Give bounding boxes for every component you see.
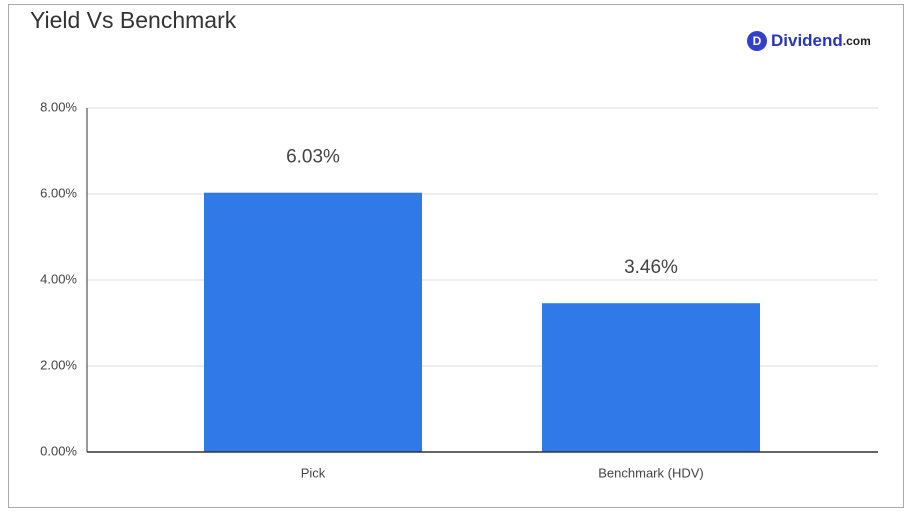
logo: D Dividend.com (747, 31, 871, 51)
value-label: 3.46% (624, 257, 678, 278)
logo-name: Dividend.com (771, 31, 871, 50)
logo-circle (747, 31, 767, 51)
bar (542, 303, 760, 452)
x-tick-label: Pick (301, 465, 326, 480)
y-tick-label: 2.00% (40, 357, 77, 372)
bar (204, 192, 422, 452)
logo-icon: D (753, 34, 762, 48)
x-tick-label: Benchmark (HDV) (598, 465, 703, 480)
logo-suffix: .com (843, 34, 871, 48)
value-label: 6.03% (286, 147, 340, 168)
logo-name-main: Dividend (771, 31, 843, 50)
y-tick-label: 6.00% (40, 185, 77, 200)
y-tick-label: 8.00% (40, 99, 77, 114)
y-tick-label: 0.00% (40, 443, 77, 458)
chart-frame (8, 4, 904, 508)
y-tick-label: 4.00% (40, 271, 77, 286)
chart-title: Yield Vs Benchmark (30, 7, 237, 33)
